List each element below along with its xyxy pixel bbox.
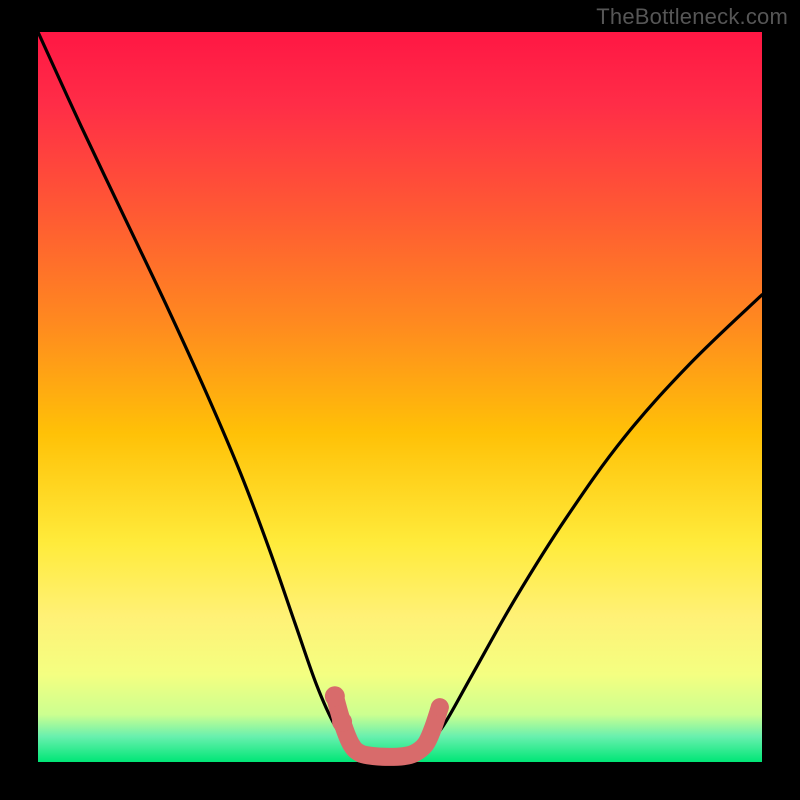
valley-dot [325,686,345,706]
plot-background [38,32,762,762]
valley-dot [431,698,449,716]
valley-dot [332,712,352,732]
chart-svg [0,0,800,800]
chart-stage: TheBottleneck.com [0,0,800,800]
